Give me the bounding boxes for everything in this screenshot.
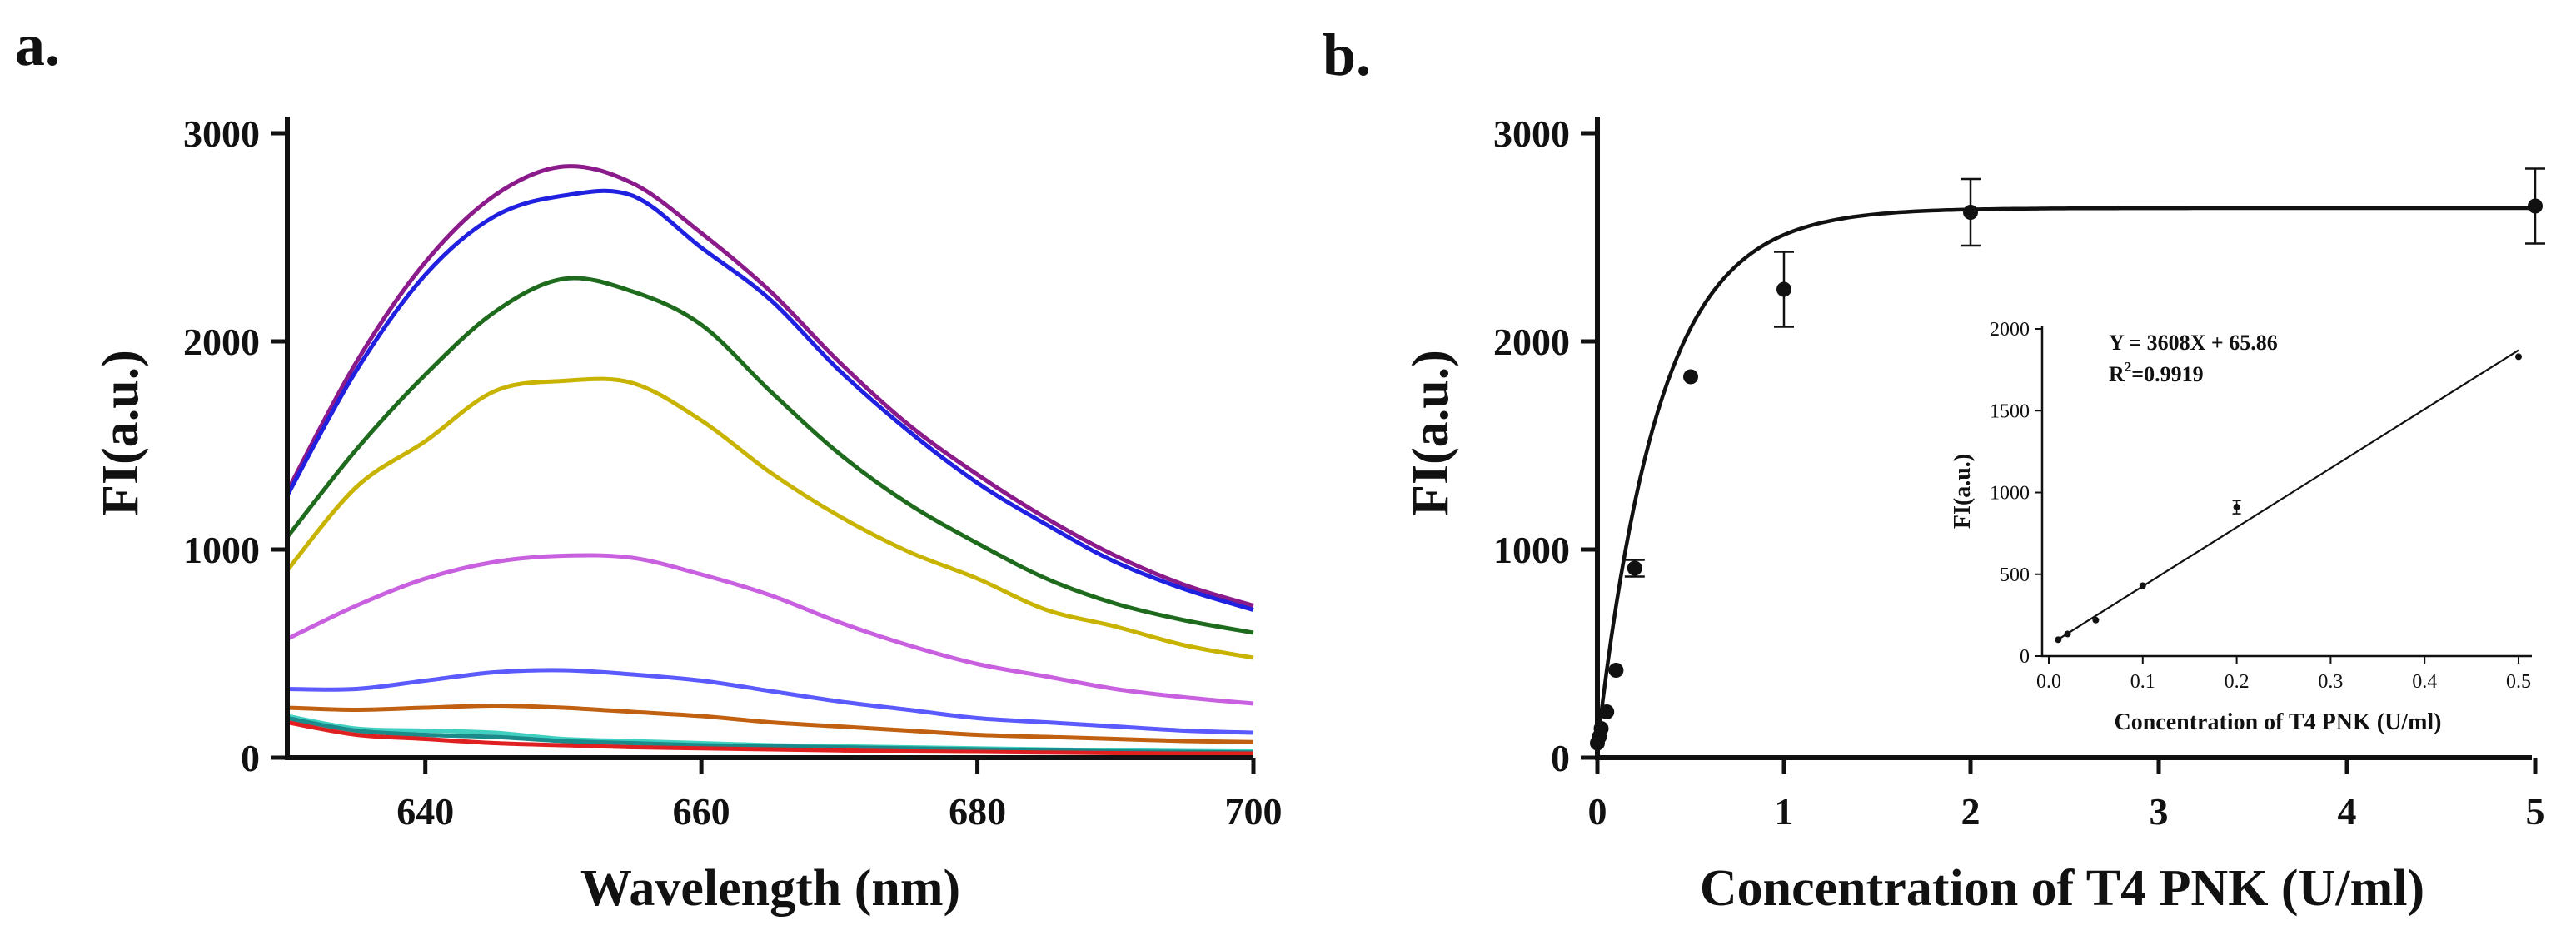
calibration-point-5 — [1627, 560, 1642, 576]
inset-x-tick-label-4: 0.4 — [2412, 671, 2437, 693]
inset-y-tick-label-3: 1500 — [1990, 400, 2030, 422]
spectra-x-tick-label-2: 680 — [949, 790, 1006, 833]
spectrum-line-4 — [286, 553, 1254, 706]
panel-label-a: a. — [15, 12, 60, 78]
calibration-point-8 — [1963, 205, 1978, 220]
spectra-y-tick-label-1: 1000 — [183, 529, 260, 571]
inset-point-4 — [2233, 504, 2240, 511]
spectra-y-axis-title: FI(a.u.) — [92, 350, 149, 516]
inset-x-tick-label-0: 0.0 — [2036, 671, 2061, 693]
spectrum-line-1 — [285, 188, 1254, 612]
calibration-point-7 — [1776, 281, 1791, 297]
calibration-x-tick-label-3: 3 — [2150, 790, 2169, 833]
inset-linear-chart: 0.0 0.1 0.2 0.3 0.4 0.5 0 500 1000 1500 2000 Conce… — [1950, 319, 2532, 735]
inset-y-axis-title: FI(a.u.) — [1950, 454, 1976, 529]
calibration-point-9 — [2528, 198, 2543, 214]
spectrum-line-9 — [286, 720, 1254, 756]
inset-fit-group — [2057, 349, 2519, 640]
spectra-y-tick-label-3: 3000 — [183, 112, 260, 155]
spectra-y-tick-label-0: 0 — [241, 737, 260, 779]
calibration-points-group — [1590, 167, 2545, 751]
calibration-x-tick-label-5: 5 — [2526, 790, 2545, 833]
inset-y-tick-label-2: 1000 — [1990, 483, 2030, 505]
calibration-x-axis-title: Concentration of T4 PNK (U/ml) — [1700, 860, 2424, 917]
calibration-point-6 — [1683, 369, 1698, 385]
calibration-x-tick-label-4: 4 — [2338, 790, 2357, 833]
spectra-x-tick-label-0: 640 — [396, 790, 454, 833]
calibration-fit-curve — [1595, 206, 2535, 746]
inset-r2-superscript: 2 — [2125, 359, 2132, 375]
inset-r2-prefix: R — [2109, 362, 2125, 386]
calibration-y-tick-label-2: 2000 — [1493, 321, 1570, 363]
panel-label-b: b. — [1323, 22, 1371, 88]
inset-points-group — [2055, 353, 2522, 644]
inset-y-tick-label-4: 2000 — [1990, 319, 2030, 341]
calibration-x-tick-label-0: 0 — [1588, 790, 1607, 833]
calibration-y-tick-label-1: 1000 — [1493, 529, 1570, 571]
inset-x-axis-title: Concentration of T4 PNK (U/ml) — [2115, 709, 2442, 735]
calibration-point-3 — [1599, 704, 1615, 719]
spectrum-line-0 — [285, 164, 1254, 608]
calibration-x-tick-label-2: 2 — [1961, 790, 1981, 833]
inset-r2-value: =0.9919 — [2131, 362, 2203, 386]
calibration-y-tick-label-0: 0 — [1551, 737, 1570, 779]
inset-point-1 — [2064, 630, 2071, 638]
spectrum-line-6 — [286, 703, 1254, 744]
calibration-x-tick-label-1: 1 — [1775, 790, 1794, 833]
spectrum-line-3 — [286, 376, 1254, 660]
inset-point-0 — [2055, 636, 2062, 644]
inset-point-2 — [2092, 616, 2100, 624]
inset-x-tick-label-1: 0.1 — [2130, 671, 2155, 693]
spectra-x-axis-title: Wavelength (nm) — [580, 860, 960, 917]
inset-x-tick-label-3: 0.3 — [2318, 671, 2343, 693]
spectrum-line-5 — [286, 668, 1254, 735]
spectra-x-tick-label-1: 660 — [673, 790, 730, 833]
spectra-x-tick-label-3: 700 — [1225, 790, 1283, 833]
inset-fit-line — [2057, 349, 2519, 640]
spectra-series-group — [285, 164, 1254, 756]
calibration-chart: 0 1 2 3 4 5 0 1000 2000 3000 Concentration of T4 … — [1403, 112, 2545, 917]
inset-point-5 — [2515, 353, 2522, 361]
spectrum-line-2 — [286, 276, 1254, 635]
inset-ticks: 0.0 0.1 0.2 0.3 0.4 0.5 0 500 1000 1500 2000 — [1990, 319, 2531, 693]
calibration-y-tick-label-3: 3000 — [1493, 112, 1570, 155]
calibration-point-4 — [1608, 663, 1624, 678]
inset-y-tick-label-1: 500 — [2000, 564, 2030, 586]
inset-equation: Y = 3608X + 65.86 — [2109, 331, 2278, 355]
inset-x-tick-label-2: 0.2 — [2225, 671, 2250, 693]
calibration-y-axis-title: FI(a.u.) — [1403, 350, 1459, 516]
inset-r-squared: R2=0.9919 — [2109, 359, 2204, 386]
calibration-axes — [1595, 117, 2532, 760]
inset-point-3 — [2139, 582, 2146, 589]
calibration-ticks: 0 1 2 3 4 5 0 1000 2000 3000 — [1493, 112, 2545, 833]
calibration-fit-group — [1595, 206, 2535, 746]
inset-x-tick-label-5: 0.5 — [2506, 671, 2531, 693]
inset-y-tick-label-0: 0 — [2020, 646, 2030, 668]
spectra-chart: 640 660 680 700 0 1000 2000 3000 Wavelength (nm… — [92, 112, 1283, 917]
spectra-ticks: 640 660 680 700 0 1000 2000 3000 — [183, 112, 1283, 833]
spectra-y-tick-label-2: 2000 — [183, 321, 260, 363]
